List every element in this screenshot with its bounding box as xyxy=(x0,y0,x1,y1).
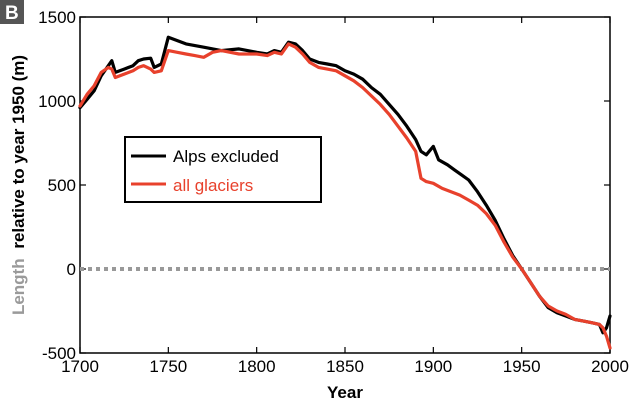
legend-box xyxy=(124,136,322,203)
x-axis-title: Year xyxy=(327,383,363,402)
y-tick-label: 1000 xyxy=(38,92,76,111)
x-tick-label: 1750 xyxy=(149,357,187,376)
x-tick-label: 1950 xyxy=(503,357,541,376)
y-axis-title-bold: relative to year 1950 (m) xyxy=(9,55,28,249)
x-tick-label: 1900 xyxy=(414,357,452,376)
x-axis-ticks: 1700 1750 1800 1850 1900 1950 2000 xyxy=(61,17,629,376)
panel-tag-background xyxy=(0,0,24,24)
x-tick-label: 2000 xyxy=(591,357,629,376)
y-tick-label: 500 xyxy=(48,176,76,195)
x-tick-label: 1850 xyxy=(326,357,364,376)
panel-tag: B xyxy=(5,3,19,24)
y-axis-title: Length relative to year 1950 (m) xyxy=(9,55,28,315)
legend: Alps excluded all glaciers xyxy=(124,136,322,203)
y-tick-label: -500 xyxy=(42,344,76,363)
y-axis-ticks: -500 0 500 1000 1500 xyxy=(38,8,610,363)
y-axis-title-light: Length xyxy=(9,258,28,315)
series-lines xyxy=(78,35,612,350)
x-tick-label: 1700 xyxy=(61,357,99,376)
legend-label-all-glaciers: all glaciers xyxy=(173,176,253,195)
legend-label-alps-excluded: Alps excluded xyxy=(173,147,279,166)
x-tick-label: 1800 xyxy=(238,357,276,376)
y-tick-label: 0 xyxy=(67,260,76,279)
y-tick-label: 1500 xyxy=(38,8,76,27)
series-line-all-glaciers xyxy=(78,42,612,350)
